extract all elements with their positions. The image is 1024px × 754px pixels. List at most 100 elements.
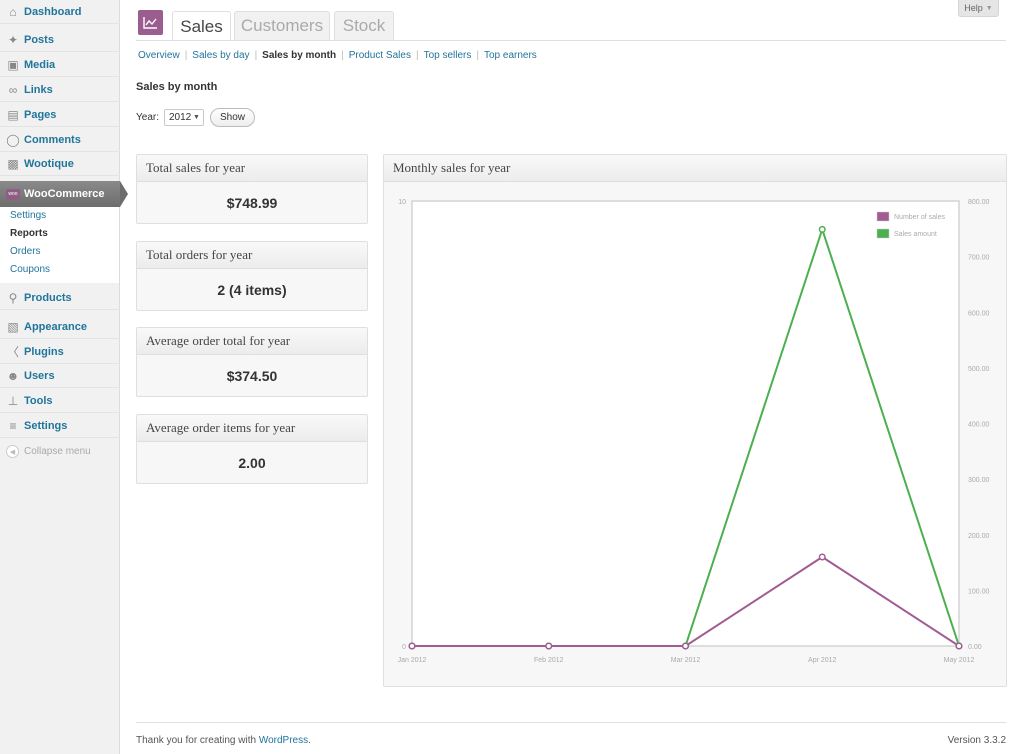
menu-links[interactable]: ∞ Links [0,78,120,102]
menu-label: Wootique [24,157,74,170]
right-axis-tick-label: 400.00 [968,422,990,429]
subnav-overview[interactable]: Overview [138,50,180,61]
data-point [408,642,416,650]
report-subnav: Overview | Sales by day | Sales by month | … [138,50,537,61]
submenu-reports[interactable]: Reports [10,228,48,239]
menu-plugins[interactable]: 〈 Plugins [0,340,120,364]
x-axis-tick-label: Jan 2012 [398,657,427,664]
data-point [681,642,690,650]
right-axis-tick-label: 800.00 [968,199,990,206]
tab-customers[interactable]: Customers [234,11,330,40]
footer-thanks-prefix: Thank you for creating with [136,735,257,746]
menu-label: Appearance [24,320,87,333]
year-select[interactable]: 2012 ▼ [163,109,204,126]
menu-label: Users [24,369,55,382]
menu-wootique[interactable]: ▩ Wootique [0,152,120,176]
stat-title: Total orders for year [137,242,367,269]
menu-settings[interactable]: ≡ Settings [0,414,120,438]
appearance-icon: ▧ [7,319,19,334]
year-filter: Year: 2012 ▼ Show [136,108,255,127]
help-label: Help [964,3,983,13]
menu-woocommerce[interactable]: woo WooCommerce [0,181,128,207]
help-tab[interactable]: Help ▼ [958,0,999,17]
right-axis-tick-label: 100.00 [968,588,990,595]
stat-total-sales: Total sales for year $748.99 [136,154,368,224]
menu-users[interactable]: ☻ Users [0,364,120,388]
submenu-coupons[interactable]: Coupons [10,264,51,275]
reports-chart-icon [138,10,163,35]
x-axis-tick-label: Feb 2012 [534,657,564,664]
menu-posts[interactable]: ✦ Posts [0,28,120,52]
x-axis-tick-label: Apr 2012 [808,657,837,664]
menu-dashboard[interactable]: ⌂ Dashboard [0,0,120,24]
menu-label: Tools [24,394,53,407]
right-axis-tick-label: 200.00 [968,533,990,540]
right-axis-tick-label: 500.00 [968,366,990,373]
menu-label: Products [24,291,72,304]
data-point [955,642,963,650]
tab-sales[interactable]: Sales [172,11,231,41]
data-point [818,225,826,233]
subnav-product-sales[interactable]: Product Sales [348,50,411,61]
submenu-orders[interactable]: Orders [10,246,41,257]
collapse-menu-button[interactable]: ◀ Collapse menu [6,445,91,458]
plugin-icon: 〈 [6,345,19,359]
menu-comments[interactable]: ◯ Comments [0,128,120,152]
legend-label: Sales amount [894,231,937,238]
pushpin-icon: ✦ [7,32,19,47]
menu-label: Dashboard [24,5,82,18]
stat-total-orders: Total orders for year 2 (4 items) [136,241,368,311]
footer-thanks-suffix: . [308,735,311,746]
collapse-label: Collapse menu [24,446,91,457]
footer-thanks: Thank you for creating with WordPress. [136,735,311,746]
subnav-top-earners[interactable]: Top earners [483,50,537,61]
menu-label: Posts [24,33,54,46]
x-axis-tick-label: Mar 2012 [671,657,701,664]
stat-value: 2.00 [238,454,266,471]
menu-tools[interactable]: ⊥ Tools [0,389,120,413]
menu-label: Plugins [24,345,64,358]
chart-title: Monthly sales for year [384,155,1006,182]
subnav-sales-by-month[interactable]: Sales by month [262,50,337,61]
users-icon: ☻ [6,368,20,383]
legend-swatch [876,228,890,239]
menu-products[interactable]: ⚲ Products [0,286,120,310]
right-axis-tick-label: 700.00 [968,255,990,262]
monthly-sales-panel: Monthly sales for year 0 10 0.00 100.00 200.… [383,154,1007,687]
year-label: Year: [136,112,159,123]
footer-divider [136,722,1006,723]
stat-title: Total sales for year [137,155,367,182]
subnav-top-sellers[interactable]: Top sellers [423,50,472,61]
menu-media[interactable]: ▣ Media [0,53,120,77]
data-point [818,553,826,561]
menu-label: Pages [24,108,57,121]
select-arrow-icon: ▼ [193,114,200,121]
submenu-settings[interactable]: Settings [10,210,47,221]
stat-title: Average order items for year [137,415,367,442]
right-axis-tick-label: 300.00 [968,477,990,484]
woo-icon: woo [6,187,20,201]
stat-value: $374.50 [226,367,278,384]
show-button[interactable]: Show [209,108,255,127]
comments-icon: ◯ [6,132,20,147]
media-icon: ▣ [7,57,19,72]
subnav-sales-by-day[interactable]: Sales by day [192,50,250,61]
tab-divider [136,40,1006,41]
menu-appearance[interactable]: ▧ Appearance [0,315,120,339]
menu-pages[interactable]: ▤ Pages [0,103,120,127]
stat-average-order-items: Average order items for year 2.00 [136,414,368,484]
tab-stock[interactable]: Stock [334,11,394,40]
right-axis-tick-label: 600.00 [968,310,990,317]
menu-label: Comments [24,133,81,146]
menu-label: WooCommerce [24,188,105,200]
menu-label: Links [24,83,53,96]
stat-title: Average order total for year [137,328,367,355]
page-title: Sales by month [136,81,218,93]
chevron-down-icon: ▼ [985,4,993,12]
wordpress-link[interactable]: WordPress [258,735,309,746]
stat-value: 2 (4 items) [217,281,287,298]
woocommerce-submenu: Settings Reports Orders Coupons [0,207,119,283]
left-axis-tick-label: 10 [398,199,406,206]
plot-area [411,200,960,647]
menu-label: Settings [24,419,68,432]
